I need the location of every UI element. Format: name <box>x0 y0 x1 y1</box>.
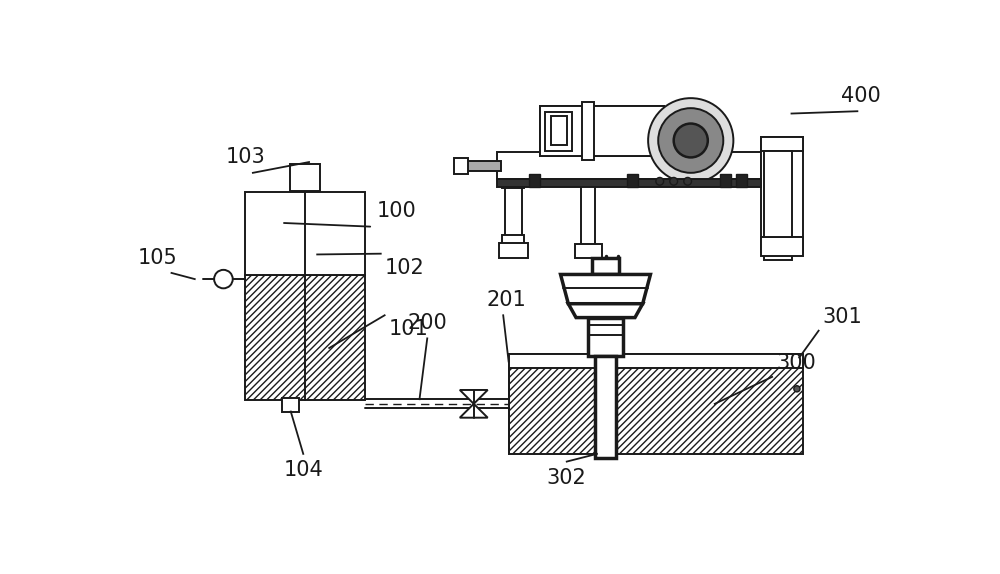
Bar <box>245 192 365 276</box>
Bar <box>540 106 664 156</box>
Bar <box>592 258 619 274</box>
Bar <box>574 245 602 258</box>
Bar <box>545 112 572 150</box>
Bar <box>497 179 761 187</box>
Circle shape <box>658 108 723 173</box>
Text: 100: 100 <box>377 201 417 222</box>
Text: 105: 105 <box>138 247 177 267</box>
Bar <box>245 276 365 400</box>
Bar <box>761 137 803 150</box>
Bar <box>581 179 595 249</box>
Bar <box>720 173 731 188</box>
Bar <box>499 243 528 258</box>
Circle shape <box>656 177 664 185</box>
Bar <box>282 398 299 412</box>
Text: 301: 301 <box>822 307 862 327</box>
Text: 300: 300 <box>776 353 816 373</box>
Bar <box>502 235 524 245</box>
Text: 102: 102 <box>385 258 424 278</box>
Bar <box>509 354 803 367</box>
Bar <box>764 150 792 236</box>
Circle shape <box>670 177 678 185</box>
Bar <box>764 249 792 260</box>
Polygon shape <box>568 304 643 317</box>
Bar <box>509 354 803 454</box>
Text: 101: 101 <box>388 319 428 339</box>
Bar <box>466 161 501 170</box>
Polygon shape <box>460 404 488 418</box>
Text: 201: 201 <box>486 290 526 310</box>
Bar <box>588 317 623 356</box>
Circle shape <box>648 98 733 183</box>
Bar <box>761 236 803 256</box>
Polygon shape <box>460 390 488 404</box>
Text: 104: 104 <box>283 460 323 480</box>
Bar <box>582 102 594 160</box>
Bar <box>290 164 320 191</box>
Bar <box>454 158 468 173</box>
Bar <box>502 179 524 188</box>
Circle shape <box>794 386 800 392</box>
Circle shape <box>684 177 692 185</box>
Text: 400: 400 <box>841 86 881 106</box>
Bar <box>540 106 664 156</box>
Polygon shape <box>561 274 650 304</box>
Bar <box>595 356 616 457</box>
Bar <box>529 173 540 188</box>
Circle shape <box>674 123 708 157</box>
Bar <box>761 137 803 252</box>
Bar <box>761 236 803 251</box>
Bar <box>505 179 522 245</box>
Bar <box>627 173 638 188</box>
Bar <box>551 116 567 145</box>
Text: 200: 200 <box>407 313 447 333</box>
Bar <box>736 173 747 188</box>
Text: 103: 103 <box>225 148 265 168</box>
Text: 302: 302 <box>547 468 587 488</box>
Bar <box>497 152 761 179</box>
